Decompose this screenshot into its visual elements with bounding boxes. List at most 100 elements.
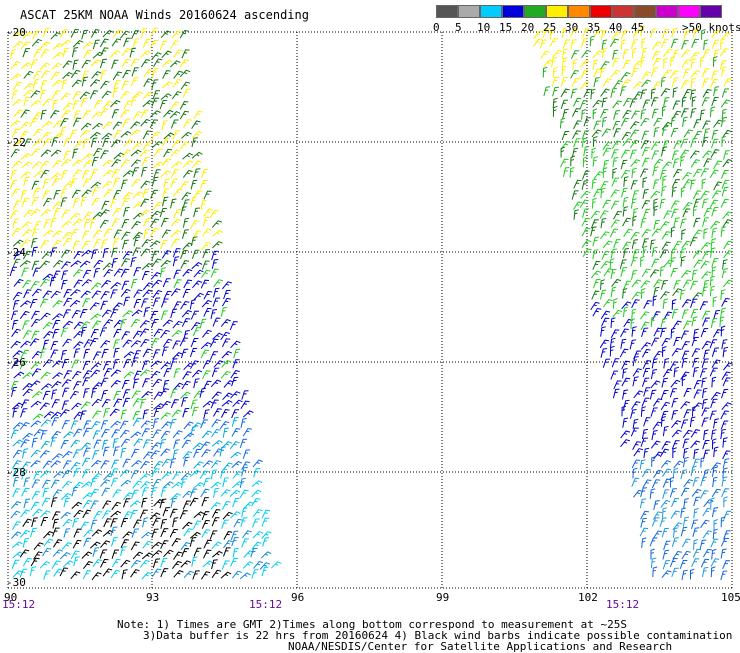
wind-barb <box>181 229 189 239</box>
wind-barb <box>150 39 159 49</box>
wind-barb <box>540 50 550 59</box>
wind-barb <box>721 129 732 139</box>
wind-barb <box>152 558 161 568</box>
wind-barb <box>170 178 179 188</box>
wind-barb <box>122 251 133 260</box>
wind-barb <box>160 430 171 439</box>
wind-barb <box>52 539 63 548</box>
wind-barb <box>82 41 94 50</box>
wind-barb <box>29 299 38 309</box>
wind-barb <box>33 542 44 551</box>
wind-barb <box>610 248 618 259</box>
wind-barb <box>239 489 249 499</box>
wind-barb <box>133 289 143 298</box>
wind-barb <box>120 258 130 267</box>
wind-barb <box>629 149 637 160</box>
wind-barb <box>180 260 190 269</box>
wind-barb <box>160 412 171 420</box>
wind-barb <box>641 238 649 248</box>
wind-barb <box>709 367 718 377</box>
wind-barb <box>12 407 19 418</box>
wind-barb <box>183 570 194 579</box>
wind-barb <box>13 278 24 287</box>
wind-barb <box>140 298 149 308</box>
wind-barb <box>173 301 182 311</box>
wind-barb <box>41 251 52 260</box>
wind-barb <box>702 530 713 539</box>
wind-barb <box>129 129 141 137</box>
wind-barb <box>679 149 690 158</box>
wind-barb <box>600 326 606 337</box>
wind-barb <box>710 220 721 229</box>
wind-barb <box>29 566 37 577</box>
wind-barb <box>702 548 712 558</box>
wind-barb <box>200 441 211 450</box>
wind-barb <box>173 279 182 289</box>
wind-barb <box>619 348 629 358</box>
wind-barb <box>72 539 82 549</box>
wind-barb <box>191 160 202 169</box>
wind-barb <box>111 537 119 547</box>
wind-barb <box>202 460 213 468</box>
wind-barb <box>189 347 198 358</box>
wind-barb <box>160 298 169 308</box>
wind-barb <box>73 321 84 330</box>
wind-barb <box>702 217 709 227</box>
wind-barb <box>182 490 193 499</box>
wind-barb <box>100 300 108 311</box>
wind-barb <box>110 50 121 58</box>
wind-barb <box>680 256 686 267</box>
wind-barb <box>42 197 52 207</box>
wind-barb <box>103 408 110 418</box>
wind-barb <box>571 108 581 117</box>
wind-barb <box>620 328 629 338</box>
wind-barb <box>133 299 142 309</box>
wind-barb <box>581 180 589 190</box>
wind-barb <box>580 190 591 199</box>
wind-barb <box>52 518 59 529</box>
wind-barb <box>213 287 220 298</box>
wind-barb <box>720 38 725 50</box>
wind-barb <box>610 189 620 198</box>
wind-barb <box>583 145 590 157</box>
wind-barb <box>220 307 228 317</box>
wind-barb <box>80 442 91 451</box>
wind-barb <box>630 427 639 437</box>
wind-barb <box>613 298 618 309</box>
wind-barb <box>202 216 210 227</box>
wind-barb <box>630 257 638 267</box>
wind-barb <box>623 176 629 187</box>
wind-barb <box>30 90 41 99</box>
wind-barb <box>651 517 660 527</box>
wind-barb <box>662 560 671 570</box>
wind-barb <box>162 278 171 288</box>
wind-barb <box>709 78 719 88</box>
wind-barb <box>32 267 41 277</box>
wind-barb <box>701 97 710 107</box>
wind-barb <box>232 399 243 408</box>
wind-barb <box>651 51 661 60</box>
wind-barb <box>200 488 210 498</box>
lon-label-105: 105 <box>721 591 740 604</box>
wind-barb <box>702 120 711 130</box>
wind-barb <box>693 508 699 519</box>
wind-barb <box>622 59 631 69</box>
wind-barb <box>140 248 151 257</box>
wind-barb <box>161 250 172 259</box>
wind-barb <box>722 467 728 479</box>
wind-barb <box>162 137 171 147</box>
wind-barb <box>20 509 30 518</box>
wind-barb <box>62 309 71 319</box>
wind-barb <box>561 57 568 68</box>
wind-barb <box>80 321 91 330</box>
lat-label-28: -28 <box>6 466 26 479</box>
wind-barb <box>139 509 148 519</box>
wind-barb <box>19 421 30 430</box>
wind-barb <box>161 188 170 198</box>
wind-barb <box>699 368 708 378</box>
wind-barb <box>220 331 230 341</box>
wind-barb <box>252 531 264 539</box>
wind-barb <box>670 38 679 49</box>
wind-barb <box>230 451 242 459</box>
wind-barb <box>82 110 92 119</box>
